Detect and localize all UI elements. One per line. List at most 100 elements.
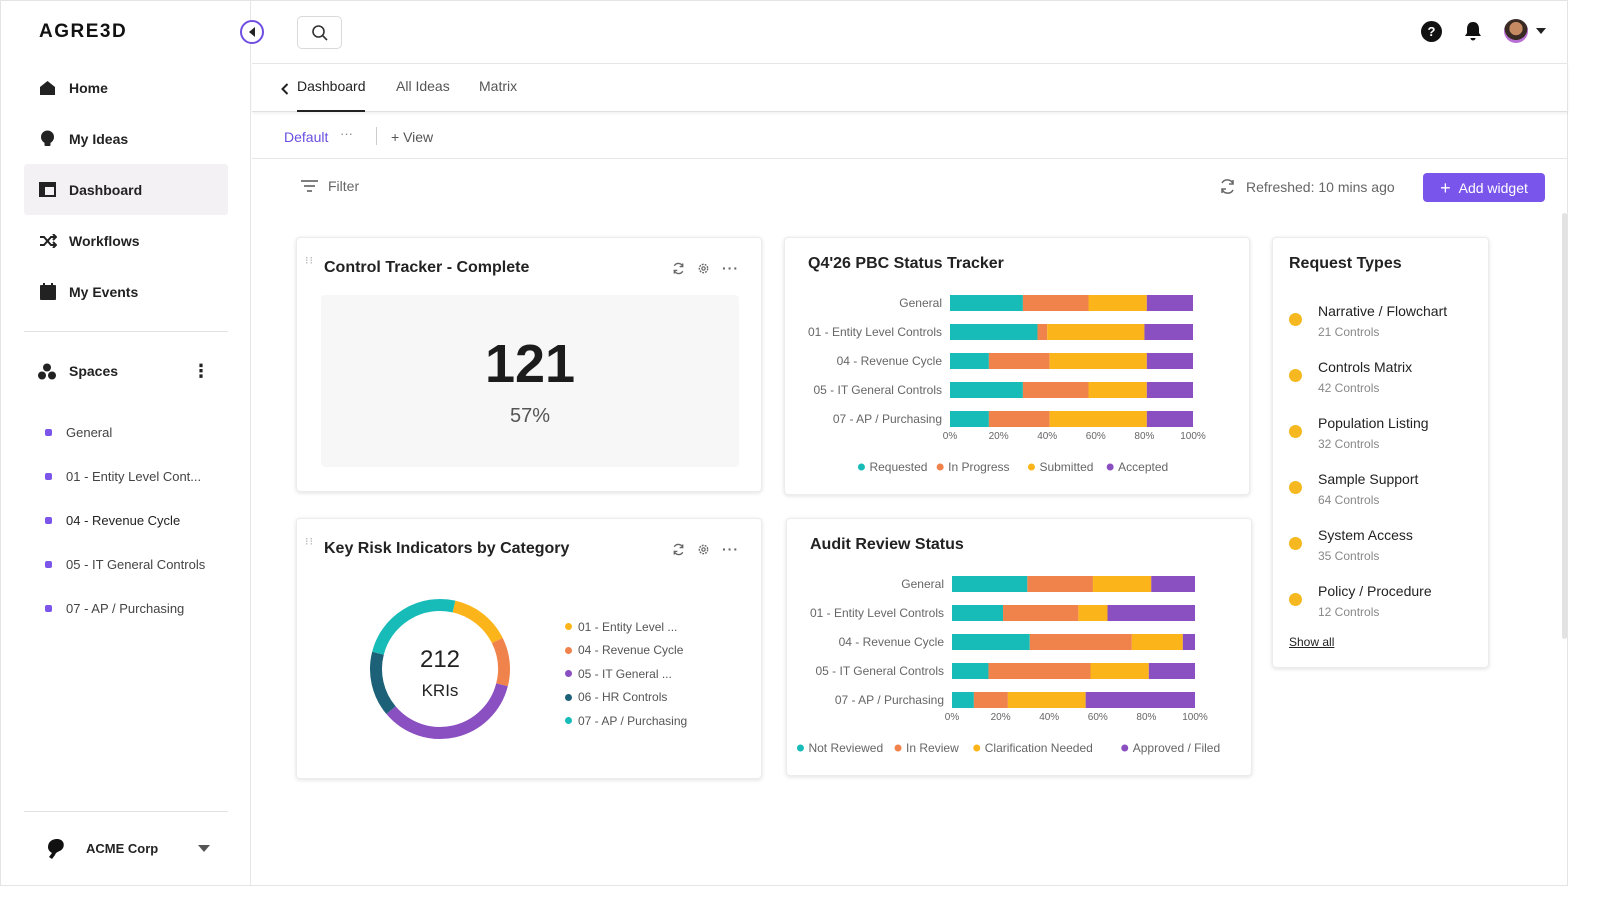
bar-segment[interactable] <box>1146 295 1193 311</box>
space-item[interactable]: 07 - AP / Purchasing <box>45 601 184 616</box>
sidebar-item-workflows[interactable]: Workflows <box>24 215 228 266</box>
bar-segment[interactable] <box>952 663 989 679</box>
space-item[interactable]: General <box>45 425 112 440</box>
bell-icon[interactable] <box>1464 21 1482 41</box>
legend-label: Accepted <box>1118 460 1168 474</box>
bar-segment[interactable] <box>950 382 1023 398</box>
bar-segment[interactable] <box>1029 634 1132 650</box>
org-switcher[interactable]: ACME Corp <box>24 811 228 885</box>
bar-segment[interactable] <box>952 576 1028 592</box>
help-icon[interactable]: ? <box>1421 20 1442 42</box>
category-label: 05 - IT General Controls <box>813 383 942 397</box>
space-item[interactable]: 01 - Entity Level Cont... <box>45 469 201 484</box>
filter-button[interactable]: Filter <box>301 178 359 194</box>
donut-unit: KRIs <box>422 681 459 700</box>
bar-segment[interactable] <box>950 353 989 369</box>
bar-segment[interactable] <box>973 692 1008 708</box>
more-vertical-icon[interactable]: ⋮ <box>192 361 210 381</box>
request-type-name: Controls Matrix <box>1318 359 1413 375</box>
gear-icon[interactable] <box>697 543 710 556</box>
request-type-name: Policy / Procedure <box>1318 583 1432 599</box>
bar-segment[interactable] <box>1146 353 1193 369</box>
add-widget-button[interactable]: + Add widget <box>1423 173 1545 202</box>
tab-all-ideas[interactable]: All Ideas <box>396 78 450 94</box>
bar-segment[interactable] <box>1007 692 1086 708</box>
pbc-status-chart: General 01 - Entity Level Controls 04 - Re… <box>808 295 1206 474</box>
donut-slice[interactable] <box>386 683 508 739</box>
sidebar-item-my-ideas[interactable]: My Ideas <box>24 113 228 164</box>
bar-segment[interactable] <box>988 411 1050 427</box>
user-menu[interactable] <box>1504 19 1546 43</box>
sidebar-item-home[interactable]: Home <box>24 62 228 113</box>
bar-segment[interactable] <box>1090 663 1149 679</box>
legend-label: 04 - Revenue Cycle <box>578 643 684 658</box>
sidebar-item-my-events[interactable]: My Events <box>24 266 228 317</box>
scrollbar[interactable] <box>1562 213 1567 639</box>
app-logo[interactable]: AGRE3D <box>39 21 128 42</box>
bar-segment[interactable] <box>988 353 1050 369</box>
bar-segment[interactable] <box>950 411 989 427</box>
space-item-label: 05 - IT General Controls <box>66 557 206 572</box>
space-item[interactable]: 05 - IT General Controls <box>45 557 205 572</box>
drag-handle-icon[interactable]: ⁝⁝ <box>305 536 314 548</box>
bar-segment[interactable] <box>1049 411 1147 427</box>
view-default[interactable]: Default <box>284 129 329 145</box>
view-options-button[interactable]: ··· <box>340 126 353 141</box>
bar-segment[interactable] <box>1047 324 1145 340</box>
bar-segment[interactable] <box>1037 324 1048 340</box>
bar-segment[interactable] <box>1049 353 1147 369</box>
legend-item: 06 - HR Controls <box>565 686 687 710</box>
bar-segment[interactable] <box>1144 324 1193 340</box>
show-all-link[interactable]: Show all <box>1289 635 1335 649</box>
add-view-button[interactable]: + View <box>391 129 434 145</box>
bar-segment[interactable] <box>1088 295 1147 311</box>
gear-icon[interactable] <box>697 262 710 275</box>
request-type-count: 21 Controls <box>1318 325 1380 339</box>
donut-slice[interactable] <box>452 600 503 644</box>
refresh-icon[interactable] <box>672 262 685 275</box>
bar-segment[interactable] <box>1078 605 1108 621</box>
legend-label: 01 - Entity Level ... <box>578 619 678 634</box>
refreshed-label: Refreshed: 10 mins ago <box>1246 178 1395 195</box>
bar-segment[interactable] <box>1146 411 1193 427</box>
donut-slice[interactable] <box>491 637 510 687</box>
bar-segment[interactable] <box>1088 382 1147 398</box>
tick-label: 20% <box>991 712 1011 723</box>
more-options-icon[interactable]: ··· <box>722 541 739 557</box>
refresh-status[interactable]: Refreshed: 10 mins ago <box>1219 178 1395 195</box>
bar-segment[interactable] <box>952 692 974 708</box>
search-button[interactable] <box>297 16 342 49</box>
bar-segment[interactable] <box>1107 605 1195 621</box>
sidebar-item-dashboard[interactable]: Dashboard <box>24 164 228 215</box>
drag-handle-icon[interactable]: ⁝⁝ <box>305 255 314 267</box>
spaces-header[interactable]: Spaces ⋮ <box>24 353 228 389</box>
tick-label: 60% <box>1088 712 1108 723</box>
bar-segment[interactable] <box>1146 382 1193 398</box>
bar-segment[interactable] <box>1022 382 1089 398</box>
category-label: General <box>901 577 944 591</box>
bar-segment[interactable] <box>950 295 1023 311</box>
tab-dashboard[interactable]: Dashboard <box>297 78 366 112</box>
bar-segment[interactable] <box>1182 634 1195 650</box>
bar-segment[interactable] <box>1092 576 1152 592</box>
bar-segment[interactable] <box>950 324 1038 340</box>
bar-segment[interactable] <box>1148 663 1195 679</box>
refresh-icon[interactable] <box>672 543 685 556</box>
bar-segment[interactable] <box>1085 692 1195 708</box>
bar-segment[interactable] <box>952 634 1030 650</box>
collapse-sidebar-button[interactable] <box>240 20 264 44</box>
tab-matrix[interactable]: Matrix <box>479 78 518 94</box>
back-chevron-icon[interactable] <box>281 83 289 95</box>
more-options-icon[interactable]: ··· <box>722 260 739 276</box>
bar-segment[interactable] <box>988 663 1091 679</box>
bar-segment[interactable] <box>952 605 1004 621</box>
bar-segment[interactable] <box>1151 576 1195 592</box>
bar-segment[interactable] <box>1003 605 1079 621</box>
bar-segment[interactable] <box>1022 295 1089 311</box>
bar-segment[interactable] <box>1131 634 1183 650</box>
space-dot-icon <box>45 429 52 436</box>
space-item[interactable]: 04 - Revenue Cycle <box>45 513 180 528</box>
donut-slice[interactable] <box>370 651 396 715</box>
bar-segment[interactable] <box>1027 576 1093 592</box>
donut-slice[interactable] <box>372 599 456 655</box>
